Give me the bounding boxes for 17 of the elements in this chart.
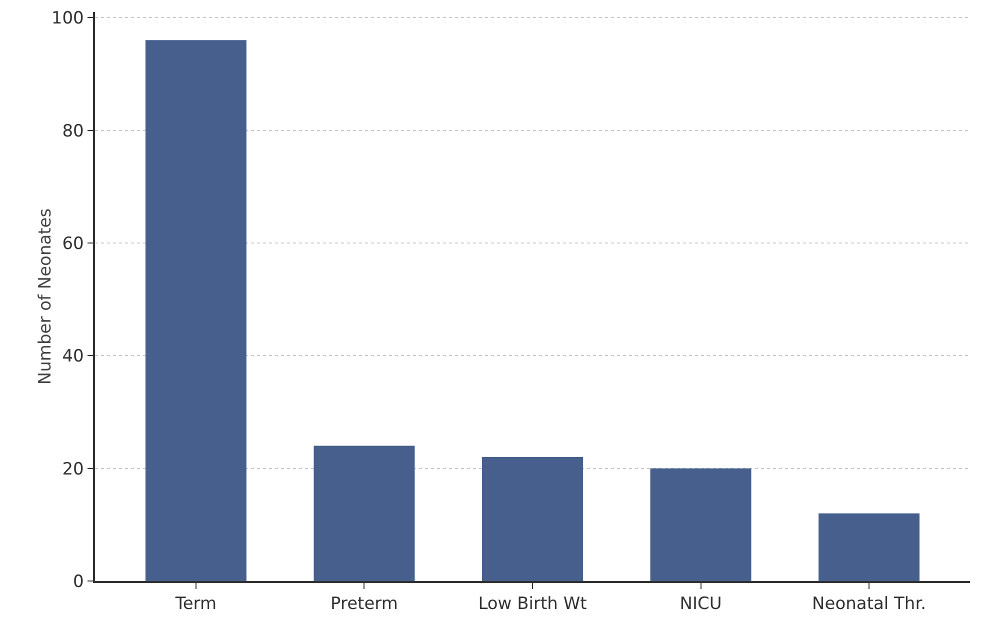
bar	[482, 457, 583, 581]
bar	[145, 40, 246, 581]
x-tick-label: Preterm	[330, 594, 398, 614]
x-tick-label: Term	[174, 594, 217, 614]
y-tick-label: 80	[62, 121, 84, 142]
x-tick-label: Low Birth Wt	[478, 594, 588, 614]
y-tick-label: 40	[62, 346, 84, 367]
bar	[818, 513, 920, 581]
bar	[650, 468, 752, 581]
y-tick-label: 60	[62, 234, 84, 254]
x-tick-label: Neonatal Thr.	[812, 594, 926, 614]
bar	[314, 446, 415, 581]
x-tick-label: NICU	[680, 594, 722, 614]
y-tick-label: 100	[51, 8, 84, 29]
y-tick-label: 20	[62, 459, 84, 480]
y-axis-title: Number of Neonates	[36, 208, 56, 385]
y-tick-label: 0	[73, 572, 84, 592]
